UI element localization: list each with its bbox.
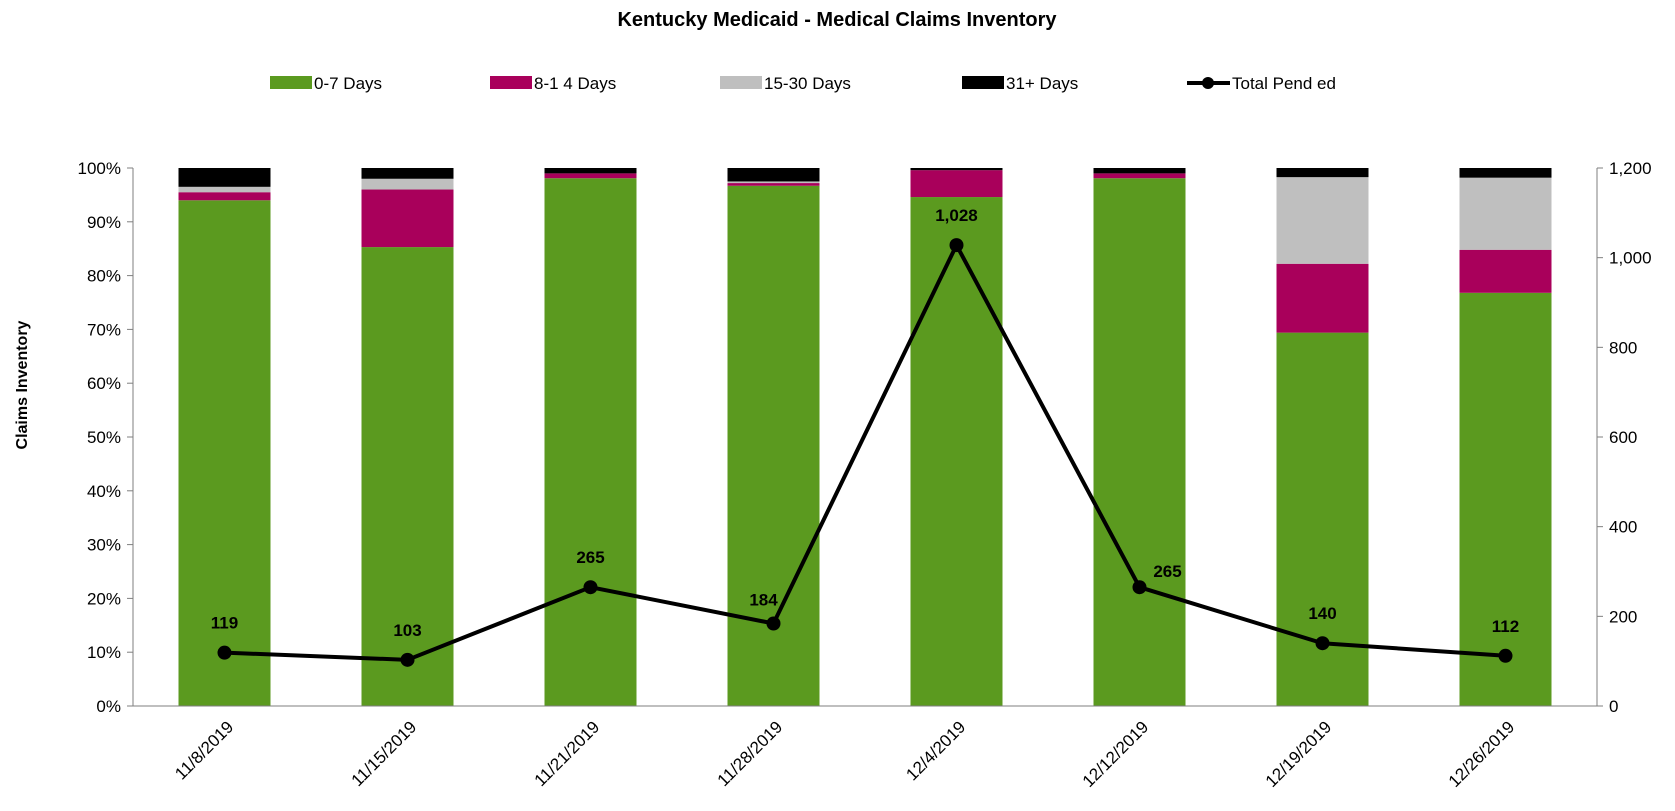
bar-segment-2 xyxy=(361,178,454,190)
bar-segment-0 xyxy=(361,247,454,706)
bar-segment-3 xyxy=(727,168,820,182)
bar-segment-0 xyxy=(910,197,1003,706)
bar-segment-3 xyxy=(361,168,454,179)
total-pended-point xyxy=(949,238,964,253)
right-tick-label: 1,200 xyxy=(1609,159,1652,178)
total-pended-label: 140 xyxy=(1308,604,1336,623)
bar-segment-0 xyxy=(544,178,637,707)
legend-label-3: 31+ Days xyxy=(1006,74,1078,93)
total-pended-point xyxy=(1132,580,1147,595)
left-tick-label: 20% xyxy=(87,589,121,608)
x-tick-label: 12/12/2019 xyxy=(1079,717,1153,791)
total-pended-label: 265 xyxy=(576,548,604,567)
total-pended-polyline xyxy=(224,243,1506,662)
bar-segment-0 xyxy=(1093,178,1186,707)
x-tick-label: 12/26/2019 xyxy=(1445,717,1519,791)
bar-segment-1 xyxy=(178,192,271,201)
left-tick-label: 0% xyxy=(96,697,121,716)
legend: 0-7 Days 8-1 4 Days 15-30 Days 31+ Days Tota… xyxy=(270,74,1336,93)
bars xyxy=(178,168,1552,707)
bar-segment-3 xyxy=(1276,168,1369,178)
right-tick-label: 400 xyxy=(1609,518,1637,537)
total-pended-point xyxy=(217,645,232,660)
y-axis-title: Claims Inventory xyxy=(14,320,31,449)
left-tick-label: 80% xyxy=(87,267,121,286)
total-pended-label: 103 xyxy=(393,621,421,640)
x-tick-label: 11/15/2019 xyxy=(348,717,421,790)
bar-segment-1 xyxy=(1459,249,1552,293)
legend-swatch-0 xyxy=(270,76,312,89)
total-pended-point xyxy=(766,616,781,631)
total-pended-point xyxy=(1315,636,1330,651)
total-pended-point xyxy=(1498,648,1513,663)
bar-segment-0 xyxy=(178,200,271,706)
total-pended-label: 184 xyxy=(749,591,778,610)
axes xyxy=(132,168,1598,707)
bar-segment-1 xyxy=(1093,173,1186,179)
x-tick-label: 11/8/2019 xyxy=(171,717,237,783)
bar-segment-2 xyxy=(178,186,271,193)
legend-swatch-3 xyxy=(962,76,1004,89)
legend-swatch-2 xyxy=(720,76,762,89)
x-tick-label: 12/19/2019 xyxy=(1262,717,1336,791)
total-pended-point xyxy=(400,652,415,667)
bar-segment-1 xyxy=(544,173,637,179)
x-tick-label: 11/21/2019 xyxy=(531,717,604,790)
left-tick-label: 10% xyxy=(87,643,121,662)
data-labels: 119 103 265 184 1,028 265 140 112 xyxy=(211,206,1519,640)
legend-line-marker xyxy=(1202,77,1214,89)
total-pended-line xyxy=(217,238,1513,667)
bar-segment-2 xyxy=(1459,177,1552,250)
total-pended-point xyxy=(583,580,598,595)
bar-segment-1 xyxy=(727,183,820,186)
right-axis-ticks: 0 200 400 600 800 1,000 1,200 xyxy=(1597,159,1652,716)
right-tick-label: 200 xyxy=(1609,607,1637,626)
legend-label-2: 15-30 Days xyxy=(764,74,851,93)
bar-segment-3 xyxy=(910,168,1003,171)
x-tick-label: 12/4/2019 xyxy=(902,717,969,784)
total-pended-label: 1,028 xyxy=(935,206,978,225)
legend-swatch-1 xyxy=(490,76,532,89)
x-tick-label: 11/28/2019 xyxy=(714,717,787,790)
bar-segment-2 xyxy=(727,181,820,184)
right-tick-label: 0 xyxy=(1609,697,1618,716)
legend-label-0: 0-7 Days xyxy=(314,74,382,93)
bar-segment-0 xyxy=(1459,292,1552,706)
chart-title: Kentucky Medicaid - Medical Claims Inven… xyxy=(617,9,1057,31)
bar-segment-1 xyxy=(910,170,1003,198)
legend-label-1: 8-1 4 Days xyxy=(534,74,616,93)
bar-segment-3 xyxy=(178,168,271,187)
bar-segment-1 xyxy=(1276,263,1369,333)
left-tick-label: 90% xyxy=(87,213,121,232)
right-tick-label: 1,000 xyxy=(1609,249,1652,268)
legend-label-total: Total Pend ed xyxy=(1232,74,1336,93)
bar-segment-3 xyxy=(544,168,637,174)
left-tick-label: 100% xyxy=(78,159,121,178)
bar-segment-1 xyxy=(361,189,454,248)
total-pended-label: 265 xyxy=(1153,562,1181,581)
left-tick-label: 40% xyxy=(87,482,121,501)
left-tick-label: 50% xyxy=(87,428,121,447)
total-pended-label: 112 xyxy=(1492,617,1519,636)
left-tick-label: 70% xyxy=(87,320,121,339)
left-axis-ticks: 0% 10% 20% 30% 40% 50% 60% 70% 80% 90% 100% xyxy=(78,159,133,716)
x-axis-ticks: 11/8/2019 11/15/2019 11/21/2019 11/28/2019 1… xyxy=(171,717,1518,791)
right-tick-label: 800 xyxy=(1609,338,1637,357)
left-tick-label: 30% xyxy=(87,536,121,555)
total-pended-label: 119 xyxy=(211,614,238,633)
left-tick-label: 60% xyxy=(87,374,121,393)
bar-segment-3 xyxy=(1459,168,1552,178)
right-tick-label: 600 xyxy=(1609,428,1637,447)
bar-segment-3 xyxy=(1093,168,1186,174)
bar-segment-2 xyxy=(1276,177,1369,264)
